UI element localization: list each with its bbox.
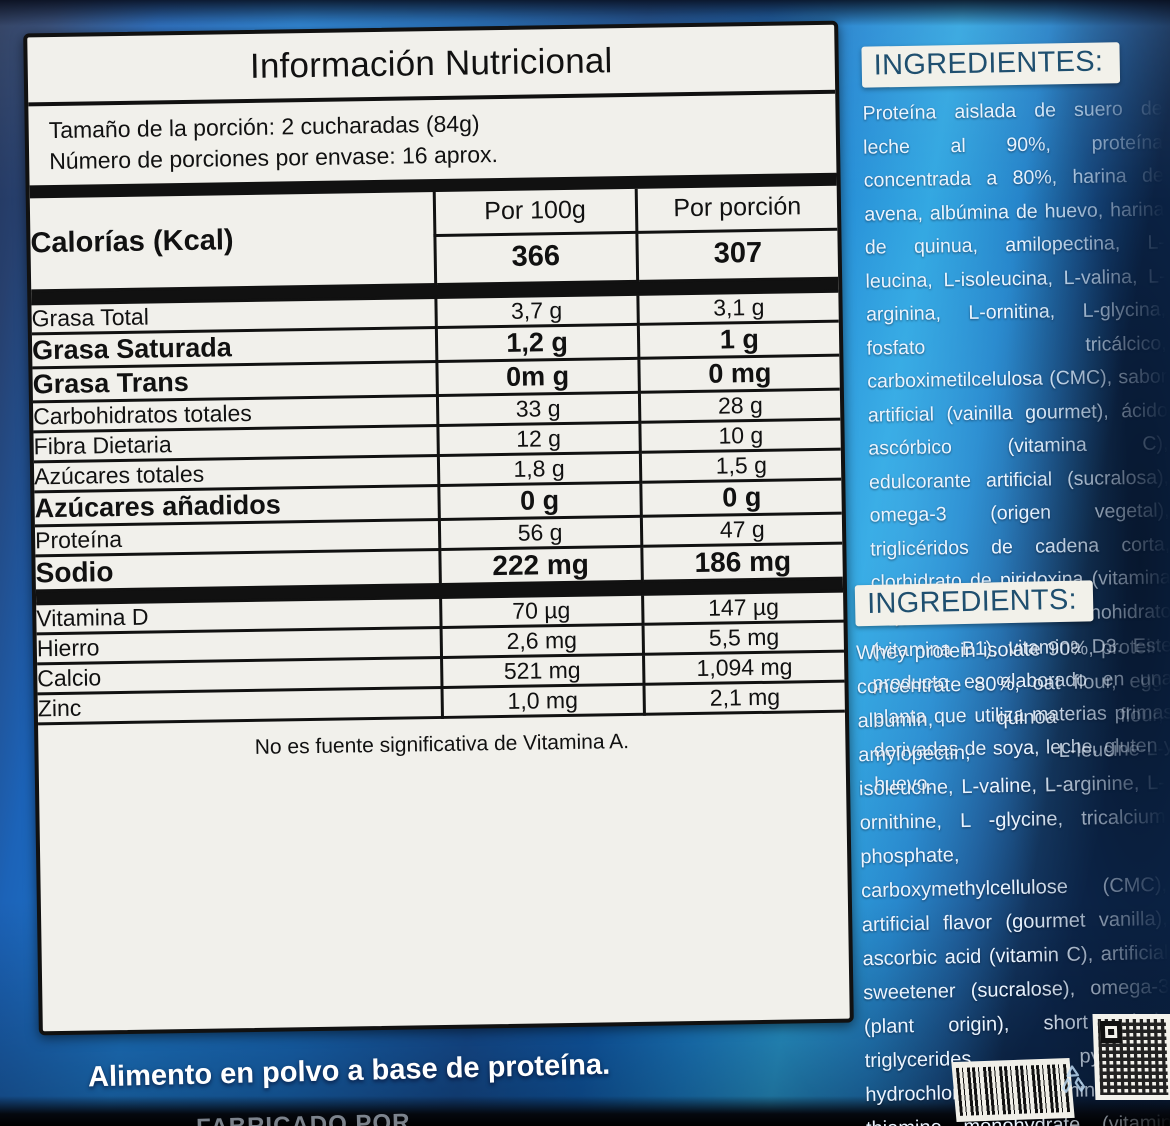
row-per-100g: 1,0 mg: [441, 684, 644, 718]
row-per-serving: 28 g: [638, 389, 841, 423]
row-per-serving: 2,1 mg: [643, 681, 845, 715]
row-per-100g: 33 g: [436, 392, 640, 426]
nutrition-facts-panel: Información Nutricional Tamaño de la por…: [23, 20, 854, 1036]
qr-code-finder-pattern: [1099, 1021, 1123, 1044]
row-per-100g: 0 g: [438, 482, 641, 520]
row-per-100g: 222 mg: [439, 546, 642, 585]
nutrition-table: Calorías (Kcal) Por 100g Por porción 366…: [29, 185, 845, 726]
row-per-100g: 3,7 g: [435, 294, 638, 328]
row-per-100g: 1,8 g: [437, 452, 641, 486]
serving-information: Tamaño de la porción: 2 cucharadas (84g)…: [28, 94, 836, 186]
row-per-100g: 521 mg: [441, 654, 644, 688]
row-per-100g: 0m g: [436, 358, 639, 396]
row-per-serving: 147 µg: [642, 591, 844, 625]
row-per-serving: 47 g: [640, 513, 843, 547]
row-per-100g: 2,6 mg: [440, 624, 644, 658]
row-per-100g: 70 µg: [440, 594, 643, 628]
ingredients-heading-english: INGREDIENTS:: [854, 580, 1094, 627]
calories-per-serving: 307: [636, 229, 839, 282]
recycle-icon: [1061, 1065, 1086, 1093]
barcode-bars: [955, 1064, 1071, 1116]
row-per-serving: 1 g: [637, 321, 840, 359]
column-header-per-100g: Por 100g: [433, 189, 637, 236]
row-per-serving: 186 mg: [641, 543, 843, 582]
row-per-serving: 5,5 mg: [642, 621, 844, 655]
column-header-per-serving: Por porción: [635, 185, 838, 233]
calories-per-100g: 366: [434, 232, 638, 285]
package-top-shadow: [0, 0, 1170, 26]
calories-label: Calorías (Kcal): [29, 192, 436, 292]
row-per-serving: 3,1 g: [637, 291, 839, 325]
row-per-100g: 12 g: [437, 422, 640, 456]
row-per-100g: 56 g: [438, 516, 642, 550]
row-per-100g: 1,2 g: [435, 324, 639, 362]
row-per-serving: 1,094 mg: [643, 651, 845, 685]
ingredients-heading-spanish: INGREDIENTES:: [861, 42, 1120, 88]
row-per-serving: 1,5 g: [639, 449, 842, 483]
row-per-serving: 10 g: [639, 419, 841, 453]
row-per-serving: 0 mg: [638, 355, 840, 393]
qr-code: [1092, 1014, 1170, 1100]
row-label: Zinc: [37, 687, 442, 724]
row-per-serving: 0 g: [640, 479, 842, 517]
